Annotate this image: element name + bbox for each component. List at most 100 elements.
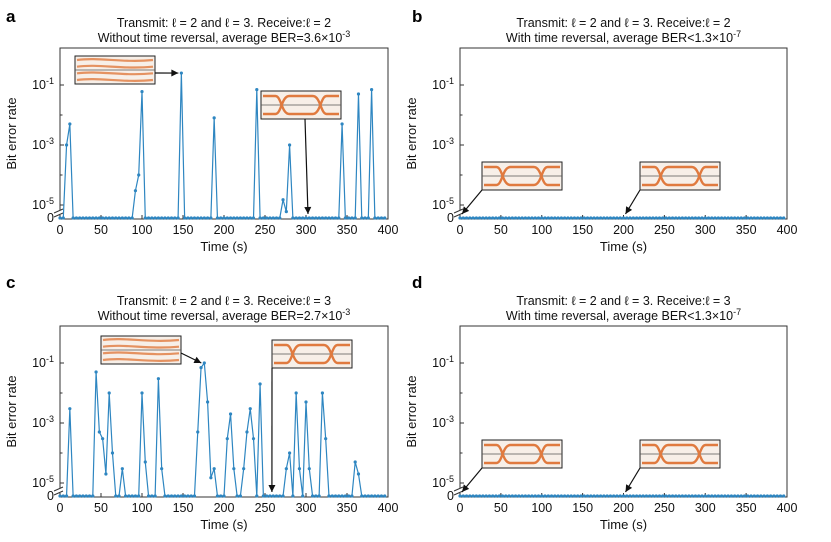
data-point — [189, 216, 193, 220]
data-point — [468, 216, 472, 220]
data-point — [746, 494, 750, 498]
data-point — [376, 216, 380, 220]
data-point — [706, 494, 711, 498]
data-point — [235, 494, 239, 498]
data-point — [219, 216, 223, 220]
data-point — [87, 494, 92, 498]
data-point — [540, 216, 544, 220]
data-point — [206, 216, 210, 220]
data-point — [657, 494, 662, 498]
inset-arrow — [154, 69, 179, 77]
chart-panel-a: a Transmit: ℓ = 2 and ℓ = 3. Receive:ℓ = … — [4, 7, 398, 254]
data-point — [327, 216, 331, 220]
x-tick-label: 400 — [777, 501, 798, 515]
data-point — [333, 494, 338, 498]
series-line — [60, 361, 385, 497]
data-point — [274, 494, 279, 498]
data-point — [772, 216, 776, 220]
eye-diagram-inset — [639, 161, 721, 191]
data-point — [301, 494, 305, 498]
data-point — [366, 216, 370, 220]
data-point — [330, 494, 334, 498]
data-point — [703, 216, 707, 220]
y-tick-label: 10-5 — [432, 196, 454, 212]
data-point — [310, 494, 315, 498]
data-point — [487, 216, 492, 220]
data-point — [124, 216, 128, 220]
series-line — [60, 73, 385, 219]
data-point — [733, 216, 737, 220]
data-point — [517, 494, 521, 498]
data-point — [726, 494, 730, 498]
data-point — [58, 494, 62, 498]
x-tick-label: 250 — [654, 223, 675, 237]
data-point — [592, 494, 596, 498]
data-point — [274, 216, 279, 220]
eye-diagram-inset — [100, 335, 182, 365]
x-tick-label: 350 — [337, 501, 358, 515]
data-point — [373, 494, 377, 498]
data-point — [491, 494, 495, 498]
chart-title-line1: Transmit: ℓ = 2 and ℓ = 3. Receive:ℓ = 2 — [516, 16, 730, 30]
y-tick-label: 10-1 — [32, 76, 54, 92]
data-point — [97, 430, 101, 434]
x-tick-label: 300 — [296, 501, 317, 515]
data-point — [497, 494, 501, 498]
data-point — [536, 494, 541, 498]
data-point — [278, 216, 282, 220]
y-tick-label: 10-3 — [32, 136, 54, 152]
data-point — [347, 494, 351, 498]
data-point — [661, 216, 665, 220]
data-point — [366, 494, 370, 498]
data-point — [353, 460, 357, 464]
data-point — [572, 216, 577, 220]
data-point — [769, 494, 773, 498]
data-point — [258, 216, 262, 220]
data-point — [215, 216, 220, 220]
axis-break-mark — [53, 208, 64, 214]
data-point — [684, 494, 688, 498]
data-point — [284, 210, 288, 214]
inset-arrow — [624, 467, 641, 493]
data-point — [114, 494, 118, 498]
data-point — [370, 494, 374, 498]
data-point — [242, 216, 246, 220]
x-tick-label: 300 — [695, 223, 716, 237]
data-point — [478, 216, 482, 220]
data-point — [101, 216, 105, 220]
data-point — [782, 494, 786, 498]
y-tick-label: 0 — [447, 489, 454, 503]
eye-diagram-inset — [639, 439, 721, 469]
x-tick-label: 350 — [736, 501, 757, 515]
data-point — [595, 494, 599, 498]
y-axis-label: Bit error rate — [4, 375, 19, 447]
x-tick-label: 300 — [296, 223, 317, 237]
data-point — [720, 216, 724, 220]
data-point — [651, 494, 655, 498]
data-point — [644, 216, 648, 220]
data-point — [143, 460, 147, 464]
data-point — [706, 216, 711, 220]
data-point — [169, 494, 174, 498]
data-point — [468, 494, 472, 498]
data-point — [723, 216, 727, 220]
data-point — [297, 216, 302, 220]
data-point — [634, 216, 639, 220]
data-point — [350, 216, 354, 220]
data-point — [461, 494, 465, 498]
data-point — [648, 494, 652, 498]
data-point — [383, 216, 387, 220]
data-point — [81, 216, 85, 220]
data-point — [245, 216, 249, 220]
data-point — [353, 216, 357, 220]
data-point — [196, 430, 200, 434]
data-point — [461, 216, 465, 220]
data-point — [238, 494, 242, 498]
data-point — [363, 494, 367, 498]
data-point — [775, 216, 779, 220]
data-point — [166, 494, 170, 498]
data-point — [91, 494, 95, 498]
data-point — [176, 494, 180, 498]
data-point — [150, 216, 154, 220]
chart-title-line1: Transmit: ℓ = 2 and ℓ = 3. Receive:ℓ = 2 — [117, 16, 331, 30]
